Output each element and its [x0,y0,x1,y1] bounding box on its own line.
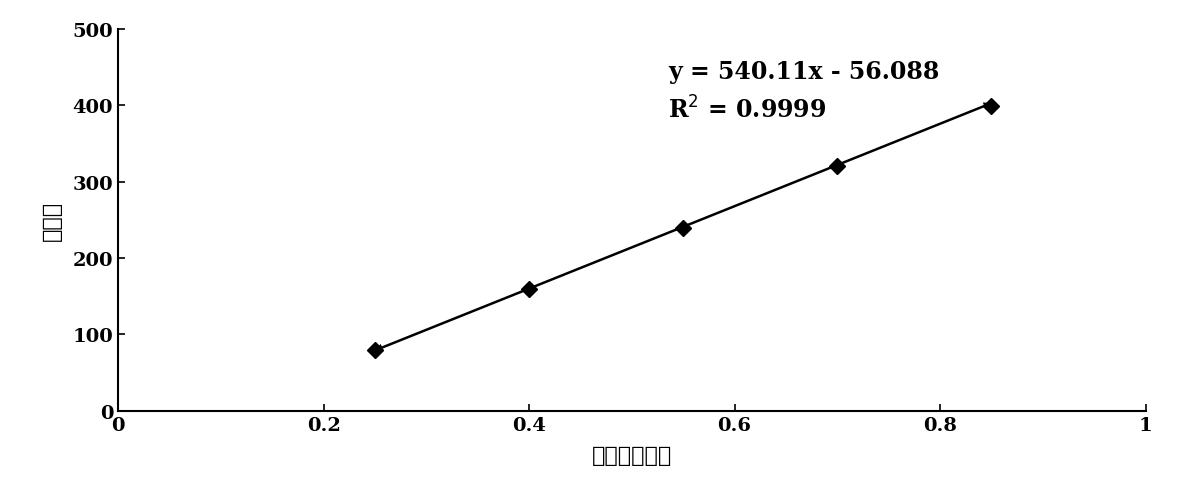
Y-axis label: 吸光度: 吸光度 [41,200,61,240]
X-axis label: 二氧化硬质量: 二氧化硬质量 [592,445,672,465]
Text: y = 540.11x - 56.088: y = 540.11x - 56.088 [667,60,939,84]
Text: R$^2$ = 0.9999: R$^2$ = 0.9999 [667,97,827,124]
